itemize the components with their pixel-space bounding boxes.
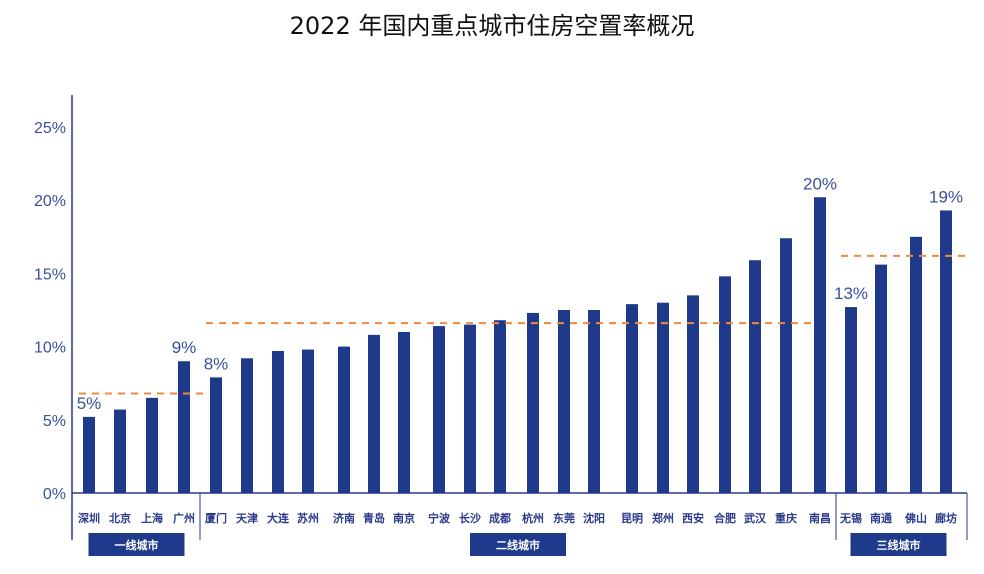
group-label-box xyxy=(470,533,566,556)
y-tick-label: 15% xyxy=(34,266,66,283)
x-category-label: 郑州 xyxy=(652,511,674,525)
group-label: 二线城市 xyxy=(496,538,540,552)
bar xyxy=(494,320,506,493)
bar xyxy=(940,210,952,493)
x-category-label: 上海 xyxy=(141,511,163,525)
bar xyxy=(780,238,792,493)
x-category-label: 南通 xyxy=(870,511,892,525)
group-label-box xyxy=(88,533,185,556)
x-category-label: 昆明 xyxy=(621,512,643,525)
bar xyxy=(272,350,284,493)
x-category-label: 重庆 xyxy=(775,511,797,525)
x-category-label: 廊坊 xyxy=(935,511,957,525)
x-category-label: 无锡 xyxy=(839,511,862,525)
bar xyxy=(687,295,699,493)
x-category-label: 宁波 xyxy=(428,511,451,525)
x-category-label: 天津 xyxy=(236,511,258,525)
x-category-label: 合肥 xyxy=(714,511,736,525)
bar xyxy=(210,377,222,493)
bar xyxy=(875,264,887,493)
bar xyxy=(178,361,190,493)
group-label: 一线城市 xyxy=(115,538,159,552)
data-label: 13% xyxy=(834,284,868,303)
chart-title: 2022 年国内重点城市住房空置率概况 xyxy=(289,12,695,40)
bar xyxy=(626,304,638,493)
x-category-label: 东莞 xyxy=(553,511,575,525)
bar xyxy=(433,326,445,493)
x-category-label: 南京 xyxy=(393,511,415,525)
bar xyxy=(558,310,570,493)
x-category-label: 佛山 xyxy=(904,511,927,525)
y-tick-label: 25% xyxy=(34,120,66,137)
x-category-label: 长沙 xyxy=(459,511,481,525)
bar xyxy=(910,236,922,494)
x-category-label: 杭州 xyxy=(522,511,544,525)
x-category-label: 深圳 xyxy=(78,511,100,525)
y-tick-label: 0% xyxy=(43,486,66,503)
x-category-label: 沈阳 xyxy=(583,511,605,525)
x-category-label: 苏州 xyxy=(297,511,319,525)
y-tick-label: 10% xyxy=(34,340,66,357)
group-label: 三线城市 xyxy=(877,538,921,552)
bar xyxy=(398,331,410,493)
x-category-label: 广州 xyxy=(173,511,195,525)
y-tick-label: 5% xyxy=(43,413,66,430)
bar xyxy=(527,312,539,493)
bar xyxy=(814,197,826,493)
x-category-label: 西安 xyxy=(682,511,704,525)
data-label: 8% xyxy=(204,354,229,373)
x-category-label: 济南 xyxy=(333,511,355,525)
x-category-label: 厦门 xyxy=(205,511,227,525)
data-label: 20% xyxy=(803,174,837,193)
bar xyxy=(83,416,95,493)
bar xyxy=(464,324,476,493)
x-category-label: 北京 xyxy=(109,511,131,525)
bar xyxy=(368,334,380,493)
bar xyxy=(845,307,857,493)
x-category-label: 成都 xyxy=(489,511,511,525)
bar xyxy=(657,302,669,493)
bar xyxy=(302,349,314,493)
bar xyxy=(719,276,731,493)
x-category-label: 南昌 xyxy=(809,511,831,525)
data-label: 19% xyxy=(929,187,963,206)
x-category-label: 青岛 xyxy=(363,511,385,525)
bar xyxy=(241,358,253,493)
y-tick-label: 20% xyxy=(34,193,66,210)
bar xyxy=(146,397,158,493)
bar xyxy=(749,260,761,493)
group-label-box xyxy=(850,533,947,556)
x-category-label: 武汉 xyxy=(744,511,767,525)
data-label: 9% xyxy=(172,338,197,357)
x-category-label: 大连 xyxy=(267,511,290,525)
bar xyxy=(588,310,600,493)
data-label: 5% xyxy=(77,394,102,413)
bar xyxy=(338,346,350,493)
bar xyxy=(114,409,126,493)
